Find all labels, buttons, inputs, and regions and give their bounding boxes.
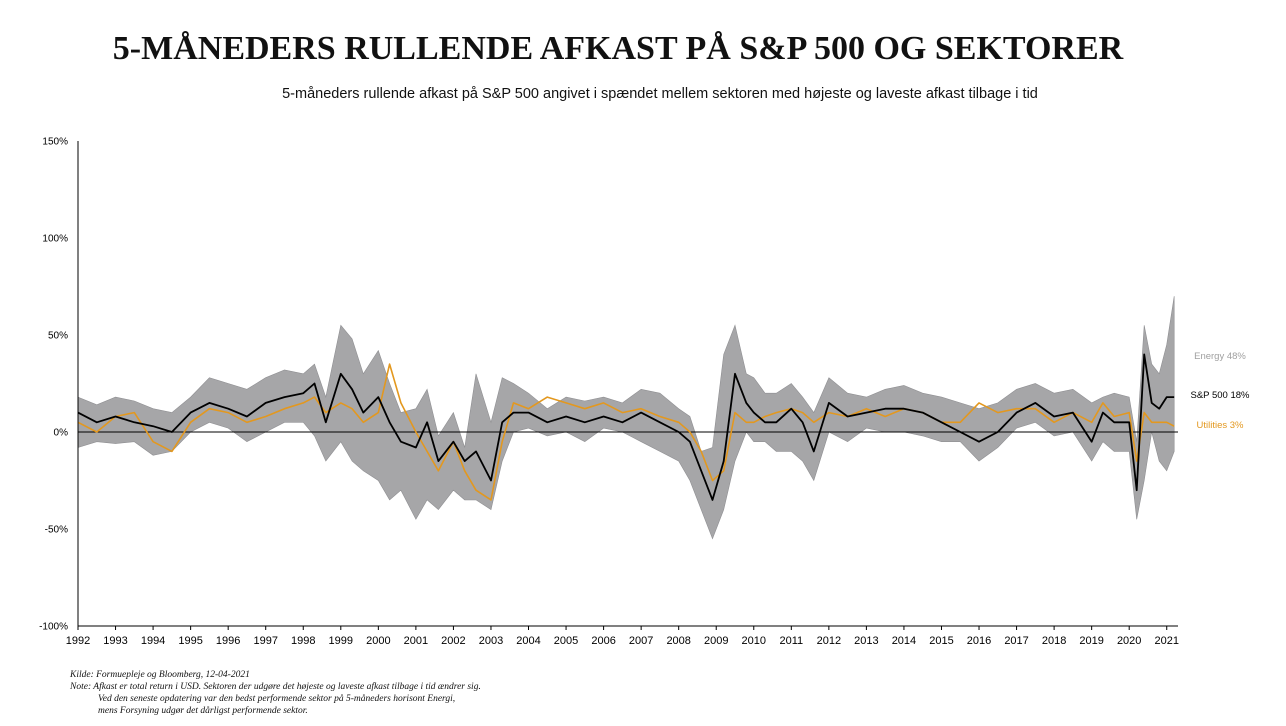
x-tick-label: 2015 bbox=[929, 635, 953, 647]
series-line-sp500 bbox=[77, 353, 1175, 501]
x-tick-label: 2016 bbox=[967, 635, 991, 647]
x-tick-label: 1999 bbox=[329, 635, 353, 647]
x-tick-label: 2018 bbox=[1042, 635, 1066, 647]
x-tick-label: 1995 bbox=[178, 635, 202, 647]
x-tick-label: 2009 bbox=[704, 635, 728, 647]
x-tick-label: 2000 bbox=[366, 635, 390, 647]
footnote-note-2: Ved den seneste opdatering var den bedst… bbox=[98, 694, 456, 704]
x-tick-label: 2007 bbox=[629, 635, 653, 647]
y-tick-label: 100% bbox=[42, 234, 68, 245]
x-tick-label: 2019 bbox=[1079, 635, 1103, 647]
chart-subtitle: 5-måneders rullende afkast på S&P 500 an… bbox=[282, 86, 1038, 102]
y-tick-label: 150% bbox=[42, 137, 68, 148]
x-tick-label: 1998 bbox=[291, 635, 315, 647]
x-tick-label: 2013 bbox=[854, 635, 878, 647]
x-tick-label: 1994 bbox=[141, 635, 165, 647]
y-tick-label: -50% bbox=[45, 525, 68, 536]
x-tick-label: 2014 bbox=[892, 635, 916, 647]
x-tick-label: 2008 bbox=[666, 635, 690, 647]
y-tick-label: -100% bbox=[39, 622, 68, 633]
chart-title: 5-MÅNEDERS RULLENDE AFKAST PÅ S&P 500 OG… bbox=[112, 30, 1124, 67]
legend-label: Utilities 3% bbox=[1197, 420, 1245, 431]
series-line-utilities bbox=[77, 363, 1175, 501]
x-tick-label: 1997 bbox=[253, 635, 277, 647]
footnote-note-3: mens Forsyning udgør det dårligst perfor… bbox=[98, 706, 308, 716]
sector-range-band bbox=[77, 296, 1175, 540]
legend-label: Energy 48% bbox=[1194, 351, 1246, 362]
x-tick-label: 1992 bbox=[66, 635, 90, 647]
x-tick-label: 2017 bbox=[1004, 635, 1028, 647]
footnote-source: Kilde: Formuepleje og Bloomberg, 12-04-2… bbox=[70, 670, 250, 680]
x-tick-label: 2012 bbox=[817, 635, 841, 647]
x-tick-label: 2010 bbox=[742, 635, 766, 647]
y-tick-label: 50% bbox=[48, 331, 68, 342]
footnote-note-1: Note: Afkast er total return i USD. Sekt… bbox=[70, 682, 481, 692]
x-tick-label: 1996 bbox=[216, 635, 240, 647]
x-tick-label: 2004 bbox=[516, 635, 540, 647]
x-tick-label: 2020 bbox=[1117, 635, 1141, 647]
x-tick-label: 2021 bbox=[1154, 635, 1178, 647]
x-tick-label: 2011 bbox=[779, 635, 803, 647]
x-tick-label: 2001 bbox=[404, 635, 428, 647]
x-tick-label: 2006 bbox=[591, 635, 615, 647]
x-tick-label: 2003 bbox=[479, 635, 503, 647]
x-tick-label: 2005 bbox=[554, 635, 578, 647]
y-tick-label: 0% bbox=[54, 428, 69, 439]
x-tick-label: 2002 bbox=[441, 635, 465, 647]
x-tick-label: 1993 bbox=[103, 635, 127, 647]
legend-label: S&P 500 18% bbox=[1191, 390, 1251, 401]
